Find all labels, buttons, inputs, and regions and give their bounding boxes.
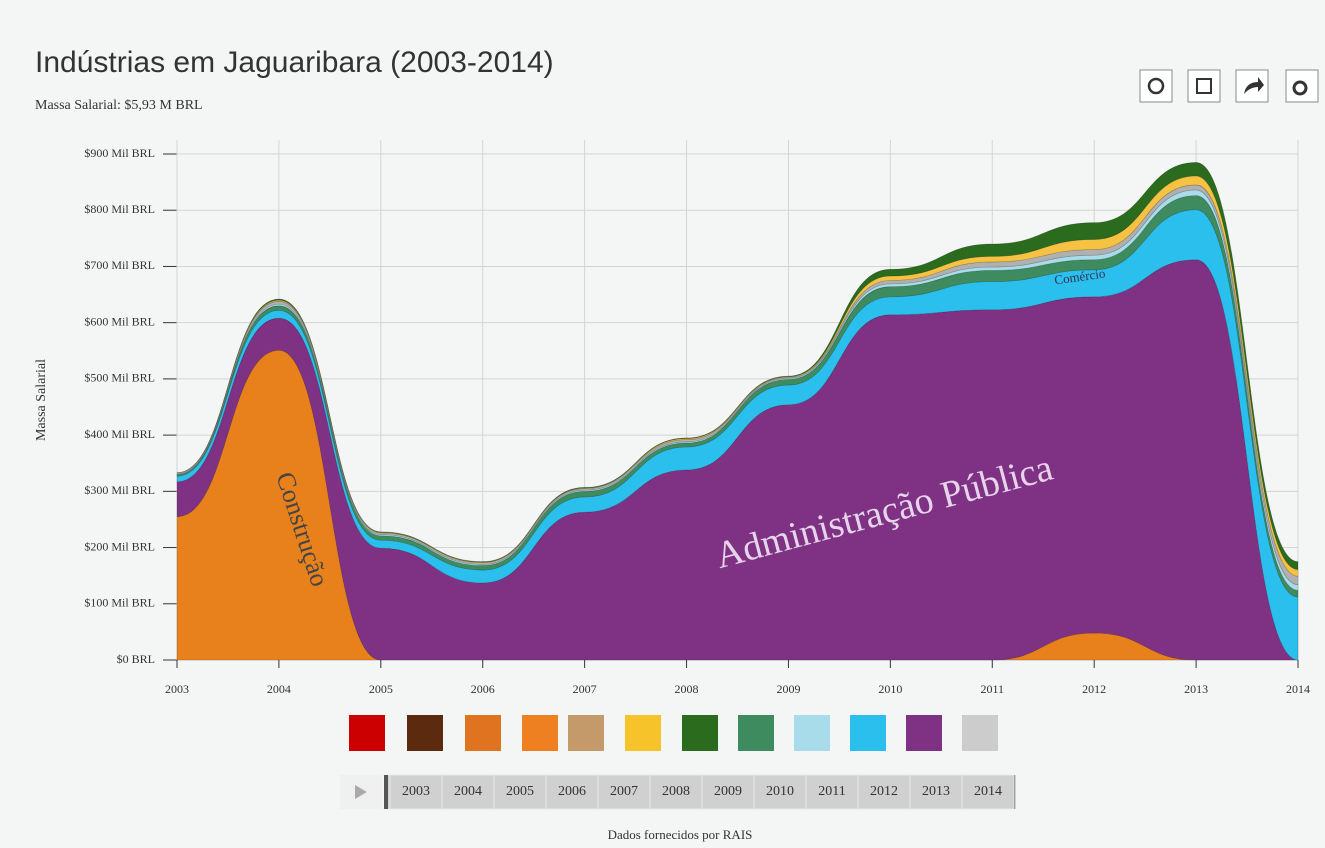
timeline-year[interactable]	[597, 774, 651, 810]
legend-icon[interactable]	[625, 715, 661, 751]
x-tick-label: 2006	[471, 682, 495, 696]
x-tick-label: 2011	[980, 682, 1004, 696]
refresh-icon	[1147, 77, 1165, 95]
y-tick-label: $800 Mil BRL	[84, 202, 155, 216]
timeline-year-label: 2006	[558, 784, 586, 799]
x-tick-label: 2004	[267, 682, 291, 696]
timeline-year[interactable]	[545, 774, 599, 810]
y-tick-label: $500 Mil BRL	[84, 371, 155, 385]
source-note: Dados fornecidos por RAIS	[608, 827, 753, 842]
legend-icon[interactable]	[568, 715, 604, 751]
timeline-year-label: 2014	[974, 784, 1002, 799]
settings-button[interactable]	[1285, 69, 1319, 103]
timeline-handle[interactable]	[384, 775, 388, 809]
timeline-year[interactable]	[857, 774, 911, 810]
y-axis-label: Massa Salarial	[34, 359, 49, 441]
timeline-year-label: 2010	[766, 784, 794, 799]
plot: $0 BRL $100 Mil BRL $200 Mil BRL $300 Mil B…	[84, 140, 1310, 696]
area	[176, 195, 1299, 598]
legend-icon[interactable]	[962, 715, 998, 751]
timeline-year-label: 2007	[610, 784, 638, 799]
play-icon	[355, 785, 367, 799]
save-icon	[1196, 78, 1212, 94]
y-tick-label: $300 Mil BRL	[84, 483, 155, 497]
legend-icon[interactable]	[738, 715, 774, 751]
legend-icon[interactable]	[349, 715, 385, 751]
timeline-year-label: 2013	[922, 784, 950, 799]
timeline-year[interactable]	[961, 774, 1015, 810]
x-tick-label: 2012	[1082, 682, 1106, 696]
timeline-year[interactable]	[753, 774, 807, 810]
x-tick-label: 2010	[878, 682, 902, 696]
save-button[interactable]	[1187, 69, 1221, 103]
y-tick-label: $700 Mil BRL	[84, 258, 155, 272]
legend-icon[interactable]	[522, 715, 558, 751]
refresh-button[interactable]	[1139, 69, 1173, 103]
share-icon	[1244, 77, 1264, 94]
legend	[349, 715, 998, 751]
timeline-year[interactable]	[493, 774, 547, 810]
legend-icon[interactable]	[407, 715, 443, 751]
x-tick-label: 2014	[1286, 682, 1310, 696]
timeline-year-label: 2004	[454, 784, 482, 799]
legend-icon[interactable]	[794, 715, 830, 751]
x-tick-label: 2008	[675, 682, 699, 696]
timeline-year-label: 2005	[506, 784, 534, 799]
y-tick-label: $400 Mil BRL	[84, 427, 155, 441]
legend-icon[interactable]	[906, 715, 942, 751]
x-tick-label: 2013	[1184, 682, 1208, 696]
legend-icon[interactable]	[465, 715, 501, 751]
y-tick-label: $200 Mil BRL	[84, 539, 155, 553]
timeline-year-label: 2011	[818, 784, 845, 799]
x-tick-label: 2007	[573, 682, 597, 696]
timeline-year[interactable]	[441, 774, 495, 810]
legend-icon[interactable]	[850, 715, 886, 751]
x-tick-label: 2009	[776, 682, 800, 696]
area	[176, 162, 1299, 570]
timeline-year-label: 2003	[402, 784, 430, 799]
chart-subtitle: Massa Salarial: $5,93 M BRL	[35, 98, 203, 113]
timeline-year-label: 2012	[870, 784, 898, 799]
settings-icon	[1292, 80, 1308, 96]
timeline-year-label: 2008	[662, 784, 690, 799]
chart-title: Indústrias em Jaguaribara (2003-2014)	[35, 46, 554, 79]
y-tick-label: $600 Mil BRL	[84, 314, 155, 328]
timeline-year[interactable]	[649, 774, 703, 810]
x-tick-label: 2005	[369, 682, 393, 696]
timeline-years: 2003 2004 2005 2006 2007 2008 2009 2010 2011 2012…	[389, 774, 1015, 810]
timeline-year-label: 2009	[714, 784, 742, 799]
toolbar	[1139, 69, 1319, 103]
y-tick-label: $100 Mil BRL	[84, 596, 155, 610]
y-tick-label: $900 Mil BRL	[84, 146, 155, 160]
legend-icon[interactable]	[682, 715, 718, 751]
area-label: Comércio	[1053, 266, 1106, 288]
y-tick-label: $0 BRL	[117, 652, 155, 666]
x-tick-label: 2003	[165, 682, 189, 696]
